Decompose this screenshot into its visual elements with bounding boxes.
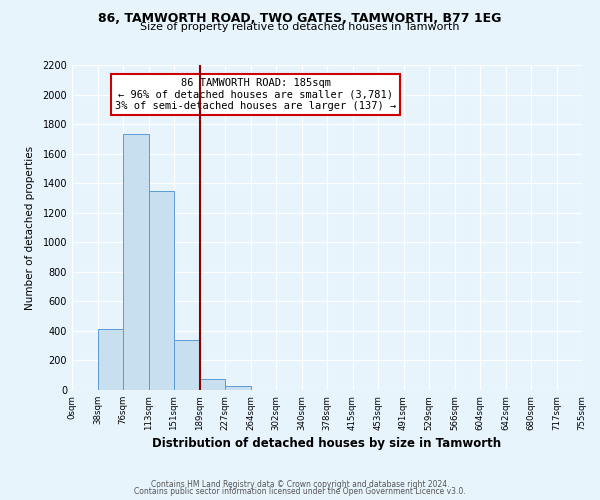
Bar (225, 386, 251, 390)
X-axis label: Distribution of detached houses by size in Tamworth: Distribution of detached houses by size … (152, 436, 502, 450)
Text: 86, TAMWORTH ROAD, TWO GATES, TAMWORTH, B77 1EG: 86, TAMWORTH ROAD, TWO GATES, TAMWORTH, … (98, 12, 502, 26)
Text: Contains public sector information licensed under the Open Government Licence v3: Contains public sector information licen… (134, 488, 466, 496)
Y-axis label: Number of detached properties: Number of detached properties (25, 146, 35, 310)
Bar (174, 340, 199, 390)
Bar (199, 379, 225, 390)
Text: Contains HM Land Registry data © Crown copyright and database right 2024.: Contains HM Land Registry data © Crown c… (151, 480, 449, 489)
Text: 86 TAMWORTH ROAD: 185sqm
← 96% of detached houses are smaller (3,781)
3% of semi: 86 TAMWORTH ROAD: 185sqm ← 96% of detach… (115, 78, 396, 111)
Bar (97, 328, 123, 390)
Bar (123, 134, 149, 390)
Text: Size of property relative to detached houses in Tamworth: Size of property relative to detached ho… (140, 22, 460, 32)
Bar (149, 190, 174, 390)
